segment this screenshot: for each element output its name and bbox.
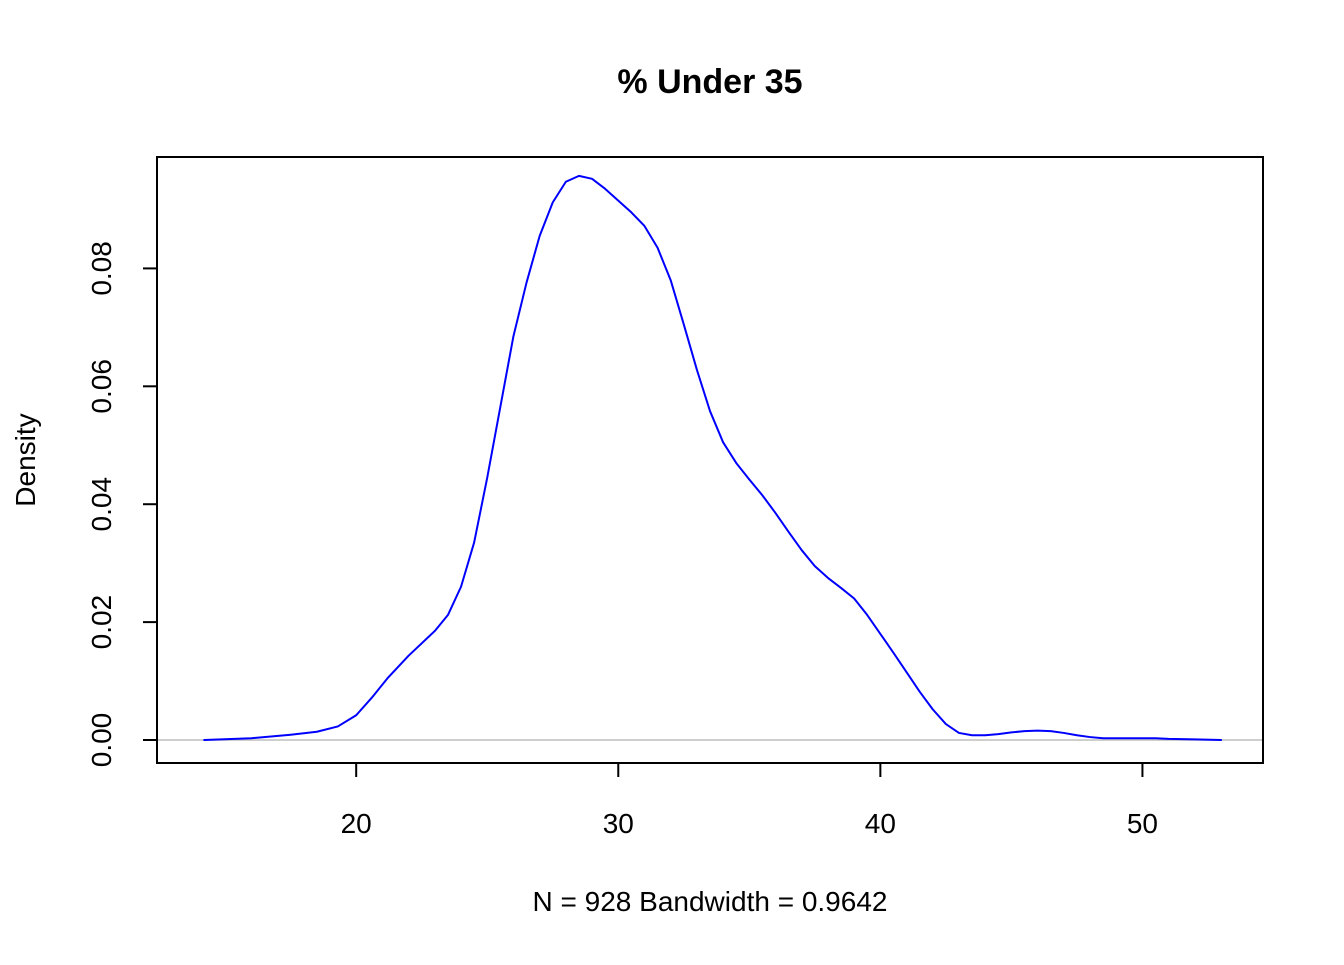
chart-title: % Under 35 <box>617 63 802 101</box>
x-tick-label: 50 <box>1127 808 1158 839</box>
y-tick-label: 0.02 <box>86 595 117 650</box>
y-tick-label: 0.00 <box>86 713 117 768</box>
x-axis: 20 30 40 50 <box>341 762 1158 839</box>
y-axis-label: Density <box>10 413 41 506</box>
y-tick-label: 0.04 <box>86 477 117 531</box>
y-axis: 0.00 0.02 0.04 0.06 0.08 <box>86 241 158 768</box>
density-curve <box>203 174 1223 742</box>
plot-frame <box>156 156 1264 764</box>
plot-area <box>157 174 1263 742</box>
x-tick-label: 30 <box>603 808 634 839</box>
x-axis-label: N = 928 Bandwidth = 0.9642 <box>533 886 888 917</box>
x-tick-label: 20 <box>341 808 372 839</box>
y-tick-label: 0.08 <box>86 241 117 296</box>
y-tick-label: 0.06 <box>86 359 117 414</box>
x-tick-label: 40 <box>865 808 896 839</box>
